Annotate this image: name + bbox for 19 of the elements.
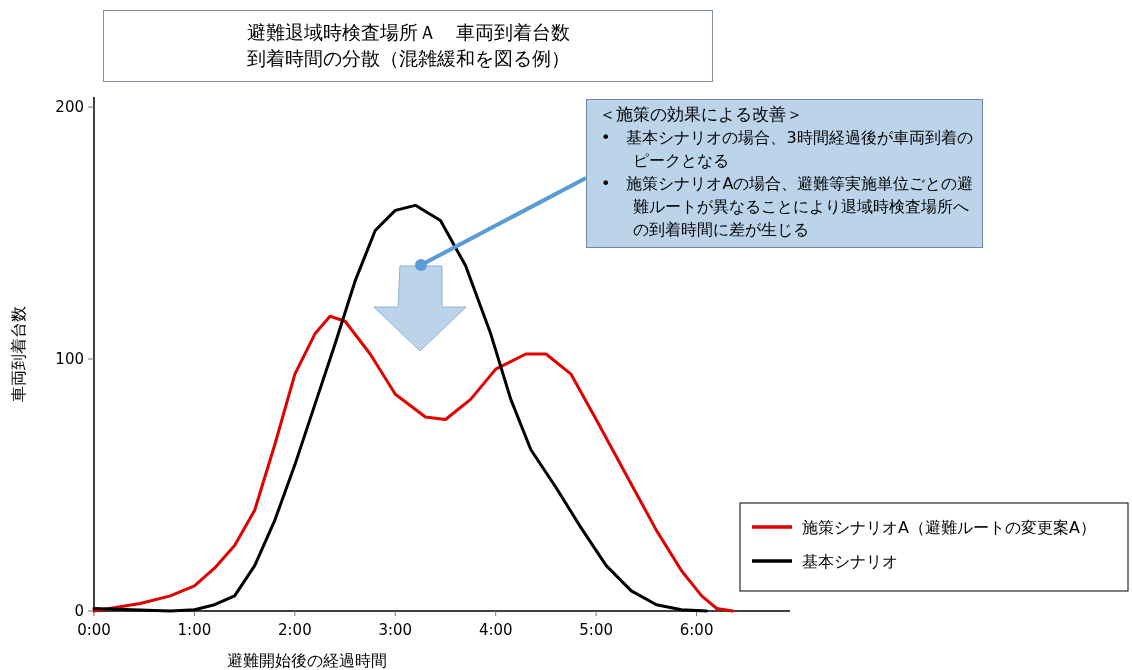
annotation: • 基本シナリオの場合、3時間経過後が車両到着のピークとなる xyxy=(601,127,974,172)
chart-title: 避難退域時検査場所Ａ 車両到着台数 xyxy=(245,20,571,45)
chart-subtitle: 到着時間の分散（混雑緩和を図る例） xyxy=(245,46,571,71)
y-axis-title: 車両到着台数 xyxy=(9,306,28,402)
x-axis-title: 避難開始後の経過時間 xyxy=(227,651,387,670)
y-tick-label: 100 xyxy=(55,350,84,369)
x-tick-label: 3:00 xyxy=(378,621,413,639)
x-tick-label: 0:00 xyxy=(77,621,111,639)
y-tick-label: 200 xyxy=(55,98,84,117)
y-tick-label: 0 xyxy=(74,602,84,620)
annotation: ＜施策の効果による改善＞ xyxy=(599,103,804,126)
legend-label: 施策シナリオA（避難ルートの変更案A） xyxy=(802,518,1096,537)
x-tick-label: 1:00 xyxy=(177,621,212,639)
x-tick-label: 4:00 xyxy=(478,621,513,639)
x-tick-label: 2:00 xyxy=(278,621,312,639)
legend-label: 基本シナリオ xyxy=(802,552,898,571)
annotation: • 施策シナリオAの場合、避難等実施単位ごとの避難ルートが異なることにより退域時検査場所への到着時間に差が生じる xyxy=(601,173,974,241)
x-tick-label: 6:00 xyxy=(679,621,714,639)
x-tick-label: 5:00 xyxy=(579,621,614,639)
